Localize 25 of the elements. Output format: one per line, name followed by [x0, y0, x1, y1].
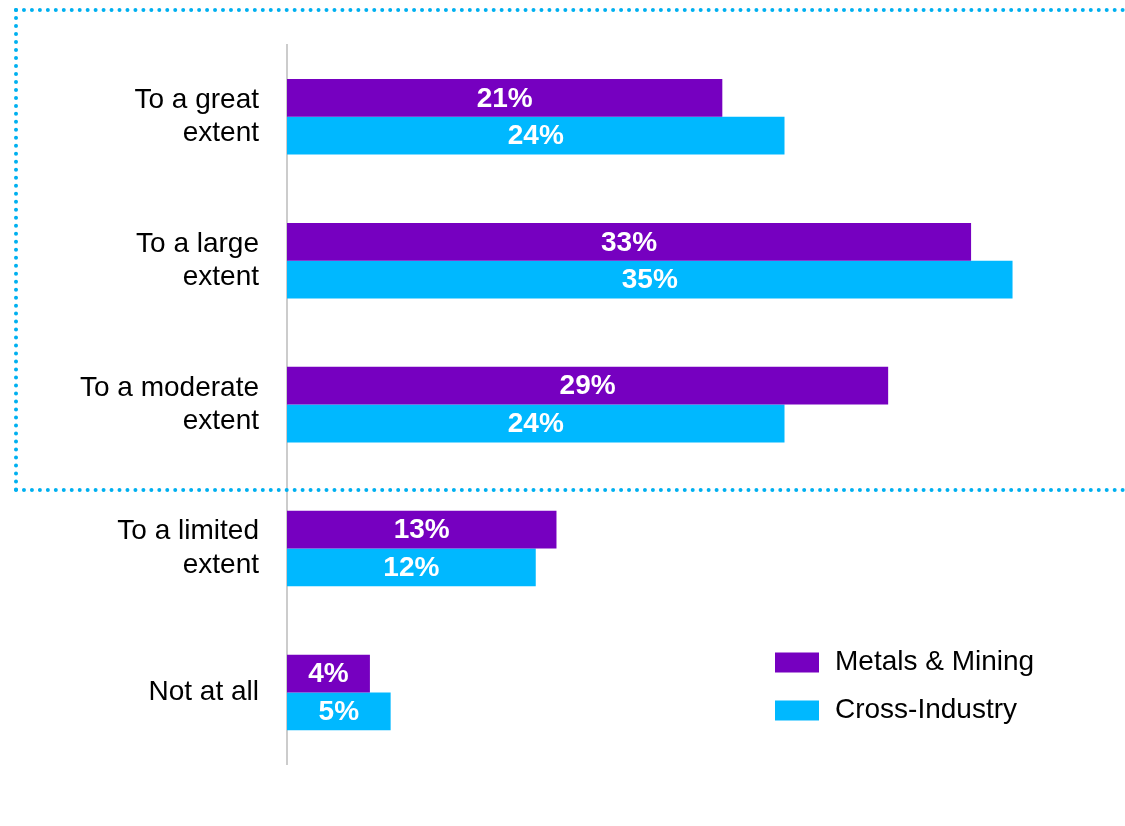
data-label: 29% [559, 369, 616, 401]
data-label: 24% [507, 407, 564, 439]
y-tick-label: To a great extent [134, 82, 260, 148]
data-label: 35% [621, 263, 678, 295]
legend-label: Metals & Mining [835, 645, 1035, 677]
y-tick-label: To a large extent [136, 226, 260, 292]
bar [286, 404, 785, 443]
data-label: 21% [476, 81, 533, 113]
data-label: 12% [383, 551, 440, 583]
data-label: 13% [393, 513, 450, 545]
bar [286, 510, 557, 549]
data-label: 5% [318, 695, 360, 727]
bar [286, 116, 785, 155]
data-label: 4% [308, 657, 349, 689]
bar [286, 548, 536, 587]
legend-label: Cross-Industry [835, 693, 1018, 725]
data-label: 33% [601, 225, 658, 257]
y-tick-label: Not at all [148, 675, 259, 707]
bar [286, 366, 889, 405]
bar [286, 78, 723, 117]
bar [286, 222, 972, 261]
y-tick-label: To a moderate extent [79, 370, 260, 436]
bar [286, 260, 1013, 299]
data-label: 24% [507, 119, 564, 151]
y-tick-label: To a limited extent [117, 514, 260, 580]
